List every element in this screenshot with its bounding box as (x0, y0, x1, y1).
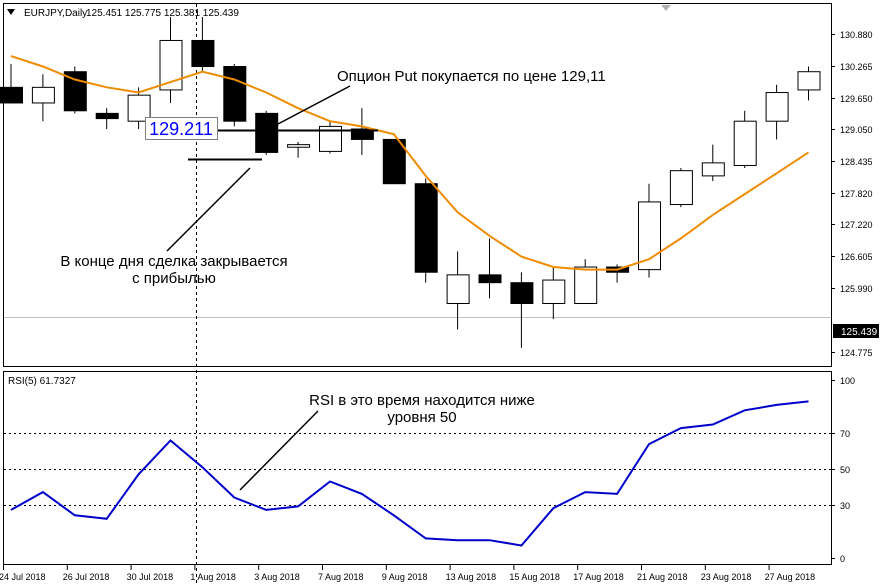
rsi-tick-label: 50 (840, 465, 850, 475)
time-tick-label: 1 Aug 2018 (190, 572, 236, 582)
rsi-annotation-line2: уровня 50 (387, 409, 456, 426)
price-tick-label: 129.650 (840, 94, 873, 104)
strike-price-box (145, 117, 218, 140)
candle-body (287, 144, 311, 148)
candle-body (159, 39, 183, 91)
candle-body (797, 71, 821, 91)
time-tick-label: 27 Aug 2018 (765, 572, 816, 582)
price-tick-label: 127.220 (840, 220, 873, 230)
candle-body (127, 94, 151, 122)
candle-body (510, 282, 534, 304)
time-tick-label: 15 Aug 2018 (509, 572, 560, 582)
price-tick-label: 130.265 (840, 62, 873, 72)
candle-body (765, 92, 789, 122)
time-tick-label: 13 Aug 2018 (446, 572, 497, 582)
close-annotation-line1: В конце дня сделка закрывается (60, 253, 287, 270)
chart-symbol: EURJPY,Daily (24, 8, 87, 19)
candle-body (414, 183, 438, 273)
rsi-tick-label: 100 (840, 376, 855, 386)
price-tick-label: 124.775 (840, 348, 873, 358)
candle-body (350, 128, 374, 140)
candle-body (733, 120, 757, 166)
candle-body (574, 266, 598, 304)
price-tick-label: 127.820 (840, 189, 873, 199)
price-tick-label: 129.050 (840, 125, 873, 135)
candle-body (191, 39, 215, 68)
time-tick-label: 30 Jul 2018 (127, 572, 174, 582)
chart-scroll-marker-icon[interactable] (661, 5, 671, 11)
candle-body (382, 138, 406, 185)
time-tick-label: 23 Aug 2018 (701, 572, 752, 582)
put-option-annotation: Опцион Put покупается по цене 129,11 (337, 68, 606, 85)
time-tick-label: 3 Aug 2018 (254, 572, 300, 582)
rsi-tick-label: 30 (840, 501, 850, 511)
chart-collapse-icon (7, 9, 15, 15)
current-price-box (833, 324, 879, 338)
price-tick-label: 126.605 (840, 252, 873, 262)
rsi-annotation-line1: RSI в это время находится ниже (309, 392, 535, 409)
price-tick-label: 128.435 (840, 157, 873, 167)
candle-body (95, 112, 119, 120)
candle-body (31, 86, 55, 104)
time-tick-label: 26 Jul 2018 (63, 572, 110, 582)
candle-body (446, 274, 470, 304)
rsi-tick-label: 0 (840, 554, 845, 564)
current-price-tag: 125.439 (833, 324, 879, 338)
candles (0, 17, 821, 348)
time-tick-label: 7 Aug 2018 (318, 572, 364, 582)
strike-price-label: 129.211 (149, 119, 213, 139)
price-axis: 124.775 125.990 126.605 127.220 127.820 128.4… (831, 30, 873, 358)
candle-body (542, 279, 566, 304)
candle-body (223, 66, 247, 122)
candle-body (669, 170, 693, 206)
candle-body (701, 162, 725, 177)
close-annotation-arrow (166, 167, 251, 252)
rsi-tick-label: 70 (840, 429, 850, 439)
candle-body (0, 86, 23, 104)
chart-ohlc: 125.451 125.775 125.381 125.439 (86, 8, 239, 19)
candle-body (478, 274, 502, 284)
rsi-axis: 0 30 50 70 100 (831, 376, 855, 564)
current-price-label: 125.439 (841, 327, 878, 338)
rsi-annotation-arrow (239, 410, 319, 491)
time-tick-label: 9 Aug 2018 (382, 572, 428, 582)
close-annotation-line2: с прибылью (132, 270, 216, 287)
rsi-title: RSI(5) 61.7327 (8, 376, 76, 387)
price-tick-label: 130.880 (840, 30, 873, 40)
put-option-arrow (277, 85, 351, 125)
candle-body (638, 201, 661, 271)
candle-body (319, 125, 342, 152)
time-tick-label: 24 Jul 2018 (0, 572, 46, 582)
price-tick-label: 125.990 (840, 284, 873, 294)
rsi-line (10, 400, 809, 547)
time-tick-label: 21 Aug 2018 (637, 572, 688, 582)
moving-average-line (10, 55, 810, 271)
time-tick-label: 17 Aug 2018 (573, 572, 624, 582)
time-axis: 24 Jul 2018 26 Jul 2018 30 Jul 2018 1 Aug 2… (0, 565, 815, 582)
candle-body (255, 112, 279, 153)
